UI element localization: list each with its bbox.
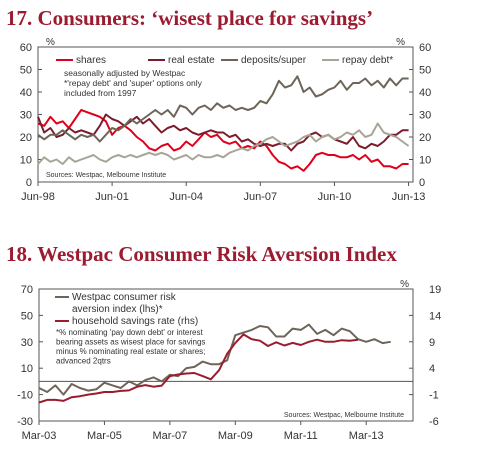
y-tick-label-right: 30 [419, 110, 431, 122]
y-tick-label-right: -6 [429, 416, 439, 428]
y-tick-label-right: 0 [419, 177, 425, 189]
y-tick-label-left: 30 [21, 337, 33, 349]
source-note: Sources: Westpac, Melbourne Institute [46, 172, 166, 179]
source-note: Sources: Westpac, Melbourne Institute [284, 412, 404, 419]
chart-title-17: 17. Consumers: ‘wisest place for savings… [6, 6, 374, 30]
annotation-note: seasonally adjusted by Westpac [64, 68, 186, 78]
y-tick-label-left: 50 [20, 65, 32, 77]
y-tick-label-left: 20 [20, 132, 32, 144]
x-tick-label: Mar-11 [284, 430, 318, 442]
legend-label: real estate [168, 55, 215, 66]
y-tick-label-right: 14 [429, 310, 441, 322]
series-line-risk-aversion-index [38, 323, 391, 396]
x-tick-label: Mar-07 [152, 430, 187, 442]
y-tick-label-left: 10 [20, 155, 32, 167]
legend-label: repay debt* [342, 55, 393, 66]
annotation-note: bearing assets as wisest place for savin… [56, 338, 205, 347]
legend-label: deposits/super [241, 55, 307, 66]
x-tick-label: Jun-10 [318, 191, 352, 203]
plot-frame [38, 288, 414, 422]
y-tick-label-left: 60 [20, 42, 32, 54]
y-tick-label-left: -10 [17, 390, 33, 402]
series-line-household-savings-rate [38, 333, 359, 404]
series-line-repay-debt- [37, 122, 410, 165]
x-tick-label: Jun-04 [169, 191, 203, 203]
y-tick-label-left: 0 [26, 177, 32, 189]
y-tick-label-right: 50 [419, 65, 431, 77]
y-tick-label-right: 60 [419, 42, 431, 54]
annotation-note: minus % nominating real estate or shares… [56, 347, 205, 356]
legend-label: household savings rate (rhs) [72, 316, 198, 327]
y-unit-left: % [46, 37, 55, 48]
x-tick-label: Jun-98 [21, 191, 55, 203]
y-tick-label-right: -1 [429, 390, 439, 402]
legend-label: shares [76, 55, 106, 66]
y-tick-label-right: 9 [429, 337, 435, 349]
y-tick-label-left: 30 [20, 110, 32, 122]
y-tick-label-left: 50 [21, 310, 33, 322]
x-tick-label: Mar-05 [87, 430, 122, 442]
x-tick-label: Mar-13 [349, 430, 384, 442]
y-unit-right: % [396, 37, 405, 48]
y-tick-label-left: 40 [20, 87, 32, 99]
x-tick-label: Mar-09 [218, 430, 253, 442]
annotation-note: included from 1997 [64, 88, 137, 98]
series-line-shares [37, 109, 409, 172]
y-tick-label-left: -30 [17, 416, 33, 428]
chart-title-18: 18. Westpac Consumer Risk Aversion Index [6, 242, 397, 266]
y-tick-label-right: 20 [419, 132, 431, 144]
chart-consumers-savings: 0 0 10 10 20 20 30 30 40 40 50 50 60 60% % Jun-98 Jun-01… [20, 37, 432, 203]
y-tick-label-right: 4 [429, 363, 435, 375]
y-tick-label-right: 19 [429, 284, 441, 296]
y-tick-label-left: 10 [21, 363, 33, 375]
x-tick-label: Jun-07 [244, 191, 278, 203]
y-tick-label-left: 70 [21, 284, 33, 296]
annotation-note: advanced 2qtrs [56, 357, 111, 366]
y-tick-label-right: 10 [419, 155, 431, 167]
annotation-note: *% nominating 'pay down debt' or interes… [56, 328, 203, 337]
x-tick-label: Mar-03 [22, 430, 57, 442]
x-tick-label: Jun-01 [95, 191, 129, 203]
annotation-note: *'repay debt' and 'super' options only [64, 78, 203, 88]
x-tick-label: Jun-13 [392, 191, 426, 203]
y-unit-right: % [400, 279, 409, 290]
y-tick-label-right: 40 [419, 87, 431, 99]
series-line-deposits-super [37, 75, 409, 143]
series-line-real-estate [37, 113, 409, 152]
legend-label: Westpac consumer risk aversion index (lhs… [72, 292, 177, 315]
